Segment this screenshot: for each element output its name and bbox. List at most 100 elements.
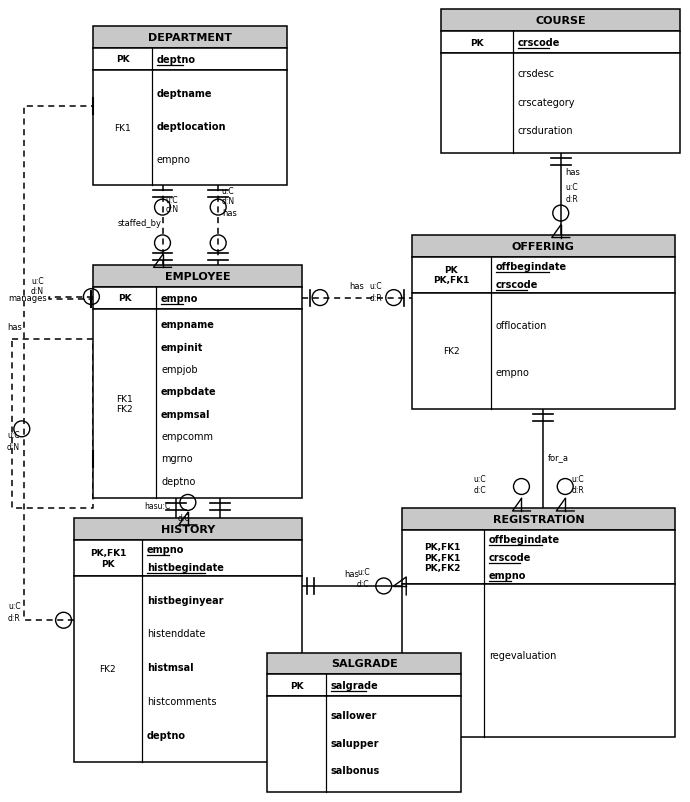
- Bar: [402, 584, 675, 737]
- Text: crscode: crscode: [489, 553, 531, 562]
- Text: empno: empno: [147, 545, 184, 554]
- Text: u:C: u:C: [166, 196, 178, 205]
- Text: d:N: d:N: [166, 205, 179, 214]
- Text: histbeginyear: histbeginyear: [147, 595, 224, 605]
- Bar: [74, 541, 302, 577]
- Text: sallower: sallower: [331, 711, 377, 720]
- Text: SALGRADE: SALGRADE: [331, 658, 397, 669]
- Text: u:C: u:C: [221, 187, 234, 196]
- Bar: [402, 508, 675, 531]
- Bar: [93, 71, 287, 186]
- Bar: [74, 519, 302, 541]
- Text: PK,FK1
PK,FK1
PK,FK2: PK,FK1 PK,FK1 PK,FK2: [424, 542, 461, 573]
- Text: empinit: empinit: [161, 342, 204, 352]
- Text: empcomm: empcomm: [161, 431, 213, 441]
- Text: empno: empno: [489, 570, 526, 581]
- Bar: [93, 265, 302, 287]
- Text: crscode: crscode: [495, 279, 538, 290]
- Text: empjob: empjob: [161, 364, 197, 375]
- Text: deptname: deptname: [157, 89, 212, 99]
- Text: offbegindate: offbegindate: [495, 261, 566, 271]
- Text: has: has: [349, 282, 364, 290]
- Text: HISTORY: HISTORY: [161, 525, 215, 535]
- Text: has: has: [344, 569, 359, 578]
- Bar: [268, 653, 462, 674]
- Text: PK: PK: [290, 681, 304, 690]
- Bar: [412, 294, 675, 410]
- Text: d:R: d:R: [8, 614, 21, 622]
- Bar: [74, 577, 302, 762]
- Bar: [402, 531, 675, 584]
- Text: histenddate: histenddate: [147, 629, 206, 638]
- Bar: [268, 696, 462, 792]
- Text: OFFERING: OFFERING: [512, 241, 575, 252]
- Bar: [93, 27, 287, 49]
- Bar: [412, 236, 675, 257]
- Text: empno: empno: [157, 155, 190, 164]
- Text: staffed_by: staffed_by: [118, 219, 161, 228]
- Bar: [93, 49, 287, 71]
- Text: d:R: d:R: [566, 195, 578, 204]
- Text: salgrade: salgrade: [331, 681, 378, 691]
- Text: COURSE: COURSE: [535, 16, 586, 26]
- Text: for_a: for_a: [549, 452, 569, 461]
- Text: crsdesc: crsdesc: [518, 69, 555, 79]
- Text: deptno: deptno: [161, 476, 195, 486]
- Text: offbegindate: offbegindate: [489, 535, 560, 545]
- Text: offlocation: offlocation: [495, 321, 547, 330]
- Text: d:N: d:N: [221, 196, 235, 206]
- Text: u:C: u:C: [370, 282, 382, 290]
- Text: deptno: deptno: [157, 55, 195, 65]
- Bar: [442, 32, 680, 54]
- Text: empname: empname: [161, 320, 215, 330]
- Text: PK,FK1
PK: PK,FK1 PK: [90, 549, 126, 568]
- Text: crscode: crscode: [518, 38, 560, 48]
- Bar: [93, 309, 302, 499]
- Text: FK2: FK2: [99, 665, 116, 674]
- Text: u:C: u:C: [357, 567, 370, 577]
- Text: PK: PK: [116, 55, 129, 64]
- Text: has: has: [222, 209, 237, 218]
- Text: has: has: [566, 168, 580, 177]
- Text: histcomments: histcomments: [147, 696, 217, 707]
- Bar: [442, 10, 680, 32]
- Text: d:C: d:C: [178, 513, 190, 523]
- Text: empmsal: empmsal: [161, 409, 210, 419]
- Text: salupper: salupper: [331, 738, 379, 747]
- Text: regevaluation: regevaluation: [489, 650, 556, 661]
- Text: u:C: u:C: [7, 430, 19, 439]
- Text: u:C: u:C: [571, 474, 584, 483]
- Text: mgrno: mgrno: [161, 454, 193, 464]
- Bar: [268, 674, 462, 696]
- Text: d:R: d:R: [571, 486, 584, 495]
- Text: u:C: u:C: [31, 277, 43, 286]
- Text: histbegindate: histbegindate: [147, 562, 224, 573]
- Bar: [93, 287, 302, 309]
- Text: histmsal: histmsal: [147, 662, 194, 672]
- Text: hasu:C: hasu:C: [144, 502, 170, 511]
- Text: PK
PK,FK1: PK PK,FK1: [433, 265, 469, 285]
- Text: PK: PK: [471, 38, 484, 47]
- Text: FK1
FK2: FK1 FK2: [117, 395, 133, 414]
- Text: empbdate: empbdate: [161, 387, 217, 397]
- Text: d:N: d:N: [7, 442, 20, 452]
- Text: EMPLOYEE: EMPLOYEE: [165, 271, 230, 282]
- Text: FK1: FK1: [114, 124, 131, 133]
- Text: u:C: u:C: [474, 474, 486, 483]
- Text: d:C: d:C: [357, 579, 370, 588]
- Text: u:C: u:C: [566, 183, 578, 192]
- Text: d:R: d:R: [370, 294, 382, 302]
- Bar: [412, 257, 675, 294]
- Text: has: has: [7, 323, 22, 332]
- Bar: [442, 54, 680, 154]
- Text: manages: manages: [8, 294, 47, 302]
- Text: DEPARTMENT: DEPARTMENT: [148, 33, 233, 43]
- Text: crsduration: crsduration: [518, 126, 573, 136]
- Text: crscategory: crscategory: [518, 98, 575, 107]
- Text: empno: empno: [495, 367, 529, 377]
- Text: deptno: deptno: [147, 730, 186, 740]
- Text: FK2: FK2: [443, 346, 460, 356]
- Text: salbonus: salbonus: [331, 765, 380, 775]
- Text: REGISTRATION: REGISTRATION: [493, 515, 584, 525]
- Text: empno: empno: [161, 294, 199, 303]
